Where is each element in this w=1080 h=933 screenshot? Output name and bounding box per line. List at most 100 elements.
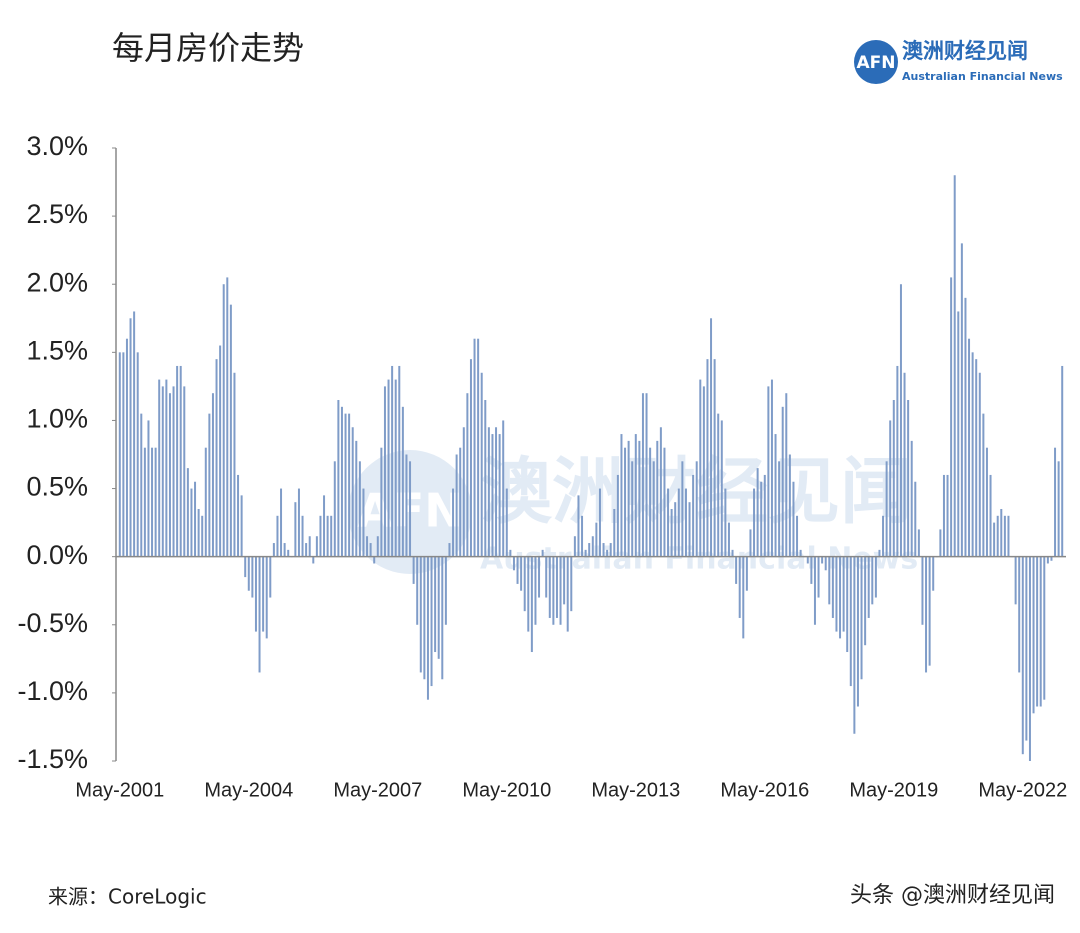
y-tick-label: 3.0%	[26, 131, 88, 161]
bar	[315, 536, 318, 557]
bar	[738, 556, 741, 618]
bar	[839, 556, 842, 639]
bar	[842, 556, 845, 632]
bar	[502, 420, 505, 557]
bar	[835, 556, 838, 632]
bar	[125, 338, 128, 557]
bar	[993, 522, 996, 557]
bar	[620, 434, 623, 557]
bar	[319, 515, 322, 557]
bar	[975, 359, 978, 557]
bar	[631, 461, 634, 557]
bar	[735, 556, 738, 584]
bar	[330, 515, 333, 557]
x-tick-label: May-2019	[849, 779, 938, 801]
bar	[247, 556, 250, 591]
bar	[971, 352, 974, 557]
bar	[641, 393, 644, 557]
bar	[627, 440, 630, 557]
bar	[856, 556, 859, 707]
bar	[495, 427, 498, 557]
logo-name: 澳洲财经见闻	[902, 39, 1028, 63]
bar	[383, 386, 386, 557]
bar	[122, 352, 125, 557]
bar	[770, 379, 773, 557]
bar	[670, 508, 673, 557]
bar	[211, 393, 214, 557]
bar	[348, 413, 351, 557]
bar	[756, 468, 759, 557]
bar	[477, 338, 480, 557]
bar	[656, 440, 659, 557]
bar	[391, 365, 394, 557]
bar	[710, 318, 713, 557]
bar	[226, 277, 229, 557]
bar	[796, 515, 799, 557]
bar	[416, 556, 419, 625]
bar	[179, 365, 182, 557]
bar	[566, 556, 569, 632]
bar	[724, 488, 727, 557]
bar	[1014, 556, 1017, 605]
bar	[846, 556, 849, 653]
bar	[573, 536, 576, 557]
bar	[652, 461, 655, 557]
bar	[1043, 556, 1046, 700]
bar	[412, 556, 415, 584]
bar	[896, 365, 899, 557]
bar	[541, 549, 544, 557]
bar	[308, 536, 311, 557]
bar	[355, 440, 358, 557]
bar	[305, 543, 308, 557]
bar	[903, 372, 906, 557]
bar	[892, 400, 895, 557]
bar	[946, 474, 949, 557]
bar	[864, 556, 867, 646]
bar	[258, 556, 261, 673]
bar	[928, 556, 931, 666]
bar	[426, 556, 429, 700]
bar	[774, 434, 777, 557]
bar	[1021, 556, 1024, 755]
bar	[910, 440, 913, 557]
bar	[964, 297, 967, 557]
bar	[878, 549, 881, 557]
bar	[1057, 461, 1060, 557]
bar	[441, 556, 444, 680]
bar	[570, 556, 573, 612]
bar	[634, 434, 637, 557]
bar	[269, 556, 272, 598]
bar	[484, 400, 487, 557]
bar	[487, 427, 490, 557]
bar	[824, 556, 827, 571]
bar	[462, 427, 465, 557]
bar	[201, 515, 204, 557]
bar	[301, 515, 304, 557]
bar	[677, 488, 680, 557]
bar	[727, 522, 730, 557]
bar	[387, 379, 390, 557]
bar	[559, 556, 562, 625]
bar	[792, 481, 795, 557]
bar	[989, 474, 992, 557]
x-tick-label: May-2013	[591, 779, 680, 801]
bar	[760, 481, 763, 557]
bar	[172, 386, 175, 557]
bar	[527, 556, 530, 632]
bar	[932, 556, 935, 591]
bar	[806, 556, 809, 564]
bar	[165, 379, 168, 557]
bar	[366, 536, 369, 557]
x-tick-label: May-2016	[720, 779, 809, 801]
bar	[204, 447, 207, 557]
bar	[237, 474, 240, 557]
bar	[161, 386, 164, 557]
bar	[925, 556, 928, 673]
bar	[118, 352, 121, 557]
bar	[434, 556, 437, 653]
bar	[867, 556, 870, 618]
bar	[323, 495, 326, 557]
bar	[767, 386, 770, 557]
bar	[498, 434, 501, 557]
bar	[968, 338, 971, 557]
